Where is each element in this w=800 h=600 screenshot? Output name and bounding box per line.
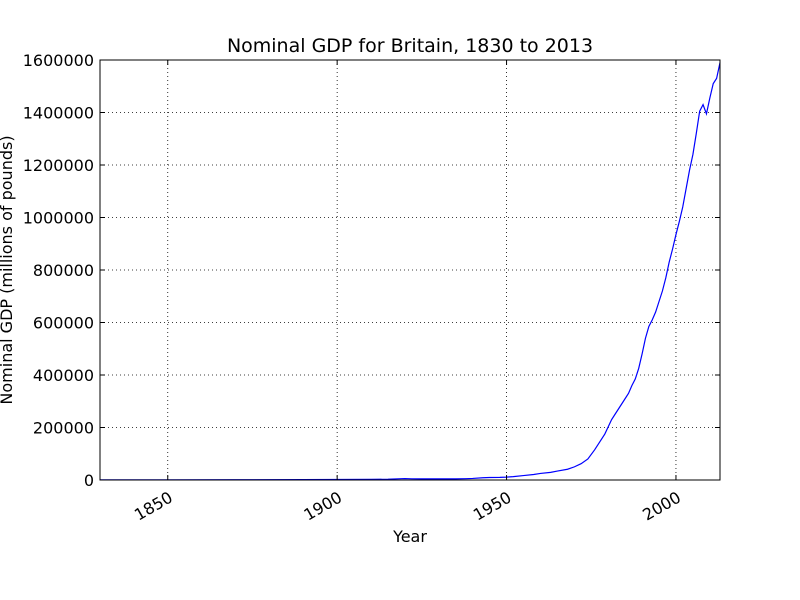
y-axis-label: Nominal GDP (millions of pounds) [0,135,16,404]
y-tick-label: 1600000 [23,51,94,70]
x-tick-labels: 1850 1900 1950 2000 [131,488,684,525]
y-tick-label: 200000 [33,419,94,438]
y-tick-label: 1200000 [23,156,94,175]
grid-lines [100,60,720,480]
y-tick-label: 400000 [33,366,94,385]
x-tick-label: 1900 [300,488,345,525]
x-tick-label: 1850 [131,488,176,525]
x-tick-label: 2000 [639,488,684,525]
chart-title: Nominal GDP for Britain, 1830 to 2013 [227,35,593,57]
x-tick-label: 1950 [470,488,515,525]
series-line [99,62,721,481]
y-tick-label: 600000 [33,314,94,333]
x-axis-label: Year [392,527,427,546]
series-layer [99,62,721,481]
y-tick-label: 800000 [33,261,94,280]
y-tick-label: 0 [84,471,94,490]
y-tick-label: 1000000 [23,209,94,228]
y-tick-labels: 0 200000 400000 600000 800000 1000000 1200000 1… [23,51,94,490]
y-tick-label: 1400000 [23,104,94,123]
tick-marks [100,59,720,481]
